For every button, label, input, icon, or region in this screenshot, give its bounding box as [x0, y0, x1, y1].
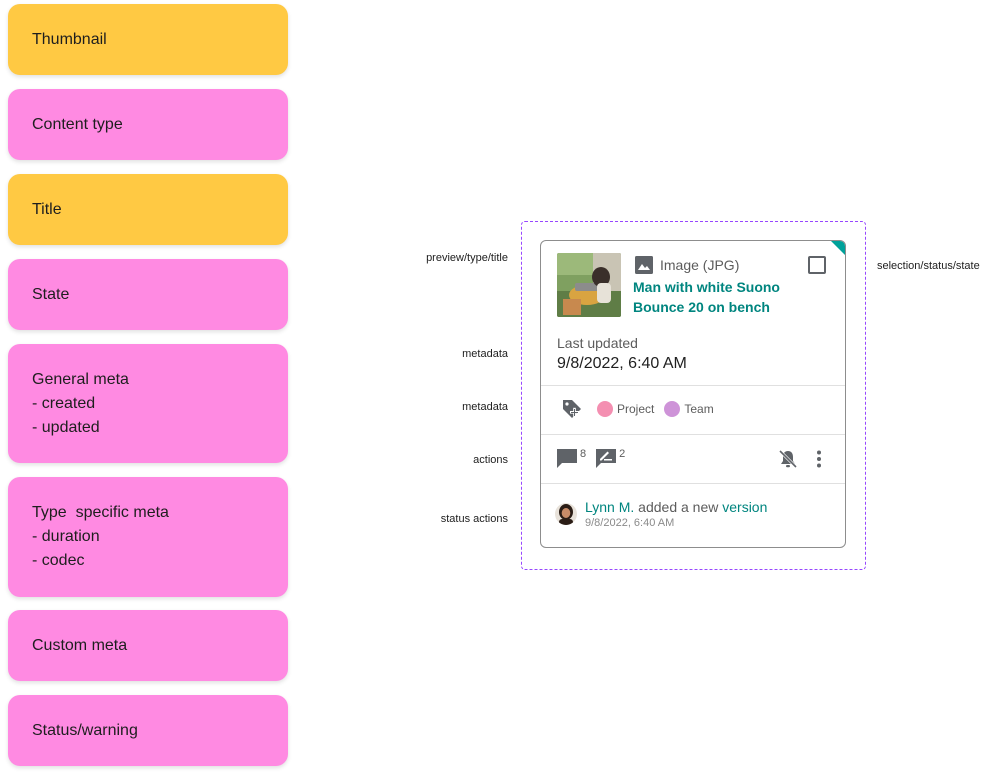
- note-line: Status/warning: [32, 721, 138, 739]
- thumbnail-image[interactable]: [557, 253, 621, 317]
- annotation-metadata-2: metadata: [462, 401, 508, 413]
- status-message: Lynn M. added a new version: [585, 499, 767, 515]
- tag-color-dot: [597, 401, 613, 417]
- asset-card[interactable]: Image (JPG) Man with white Suono Bounce …: [540, 240, 846, 548]
- annotation-actions: actions: [473, 454, 508, 466]
- note-status-warning: Status/warning: [8, 695, 288, 766]
- last-updated-value: 9/8/2022, 6:40 AM: [557, 355, 687, 372]
- note-line: - duration: [32, 528, 100, 545]
- avatar[interactable]: [555, 503, 577, 525]
- divider: [541, 434, 845, 435]
- component-frame: [521, 221, 866, 570]
- note-line: - codec: [32, 552, 85, 569]
- last-updated-label: Last updated: [557, 335, 638, 351]
- note-line: - updated: [32, 418, 100, 436]
- note-line: State: [32, 285, 70, 303]
- select-checkbox[interactable]: [808, 256, 826, 274]
- actions-row: 8 2: [556, 447, 625, 469]
- note-content-type: Content type: [8, 89, 288, 160]
- note-line: Title: [32, 200, 62, 218]
- status-object-link[interactable]: version: [722, 499, 768, 515]
- tag-color-dot: [664, 401, 681, 417]
- annotation-preview-type-title: preview/type/title: [426, 252, 508, 264]
- annotations-count: 2: [619, 448, 626, 460]
- comment-icon: [556, 447, 578, 469]
- note-custom-meta: Custom meta: [8, 610, 288, 681]
- more-options-icon[interactable]: [808, 448, 830, 470]
- status-corner-indicator: [831, 241, 845, 255]
- note-thumbnail: Thumbnail: [8, 4, 288, 75]
- status-timestamp: 9/8/2022, 6:40 AM: [585, 517, 675, 529]
- tag-label: Team: [684, 402, 714, 416]
- note-general-meta: General meta - created - updated: [8, 344, 288, 463]
- note-line: General meta: [32, 370, 129, 388]
- annotation-icon: [595, 447, 617, 469]
- secondary-actions: [777, 448, 830, 470]
- asset-title[interactable]: Man with white Suono Bounce 20 on bench: [633, 279, 780, 315]
- note-line: Content type: [32, 115, 123, 133]
- content-type: Image (JPG): [635, 256, 739, 274]
- notifications-off-icon[interactable]: [777, 448, 799, 470]
- note-line: Thumbnail: [32, 30, 107, 48]
- image-icon: [635, 256, 653, 274]
- status-user-link[interactable]: Lynn M.: [585, 499, 635, 515]
- custom-metadata-row: Project Team: [561, 398, 714, 420]
- note-line: Type specific meta: [32, 504, 169, 521]
- divider: [541, 483, 845, 484]
- note-title: Title: [8, 174, 288, 245]
- comments-button[interactable]: 8: [556, 447, 586, 469]
- annotations-button[interactable]: 2: [595, 447, 625, 469]
- content-type-label: Image (JPG): [660, 257, 740, 273]
- tag-label: Project: [617, 402, 655, 416]
- annotation-selection-status-state: selection/status/state: [877, 260, 980, 272]
- note-line: - created: [32, 394, 96, 412]
- annotation-status-actions: status actions: [440, 513, 508, 525]
- tag-chip-team[interactable]: Team: [664, 401, 714, 417]
- divider: [541, 385, 845, 386]
- add-tag-icon[interactable]: [561, 398, 583, 420]
- note-state: State: [8, 259, 288, 330]
- annotation-metadata-1: metadata: [462, 348, 508, 360]
- status-action-text: added a new: [634, 499, 723, 515]
- comments-count: 8: [580, 448, 587, 460]
- note-type-specific-meta: Type specific meta - duration - codec: [8, 477, 288, 597]
- note-line: Custom meta: [32, 636, 128, 654]
- tag-chip-project[interactable]: Project: [597, 401, 654, 417]
